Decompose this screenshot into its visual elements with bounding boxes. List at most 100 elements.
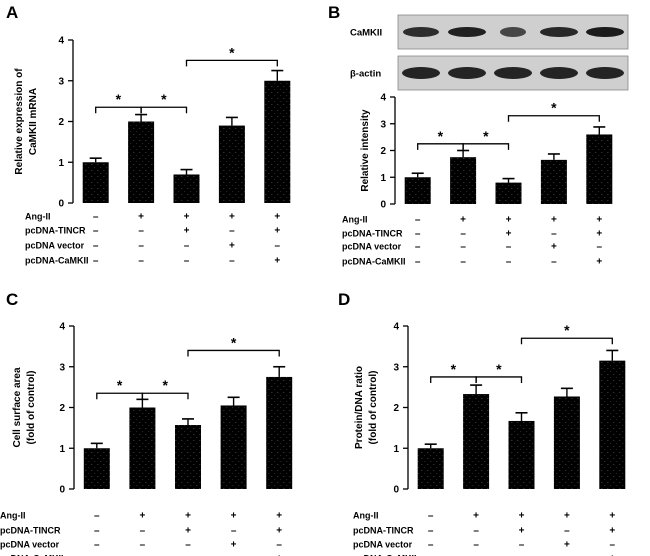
condition-label: pcDNA vector bbox=[25, 241, 85, 251]
condition-sign: + bbox=[276, 526, 282, 537]
bar bbox=[264, 80, 291, 203]
bar bbox=[586, 134, 613, 204]
significance-bracket bbox=[185, 59, 278, 67]
blot-label: CaMKII bbox=[350, 28, 382, 39]
condition-sign: + bbox=[139, 511, 145, 522]
y-tick-label: 2 bbox=[380, 146, 386, 157]
condition-sign: + bbox=[506, 229, 512, 240]
y-axis-title: Relative intensity bbox=[360, 109, 371, 192]
y-axis-title: (fold of control) bbox=[368, 371, 379, 445]
y-tick-label: 0 bbox=[58, 199, 64, 210]
significance-star: * bbox=[116, 91, 122, 107]
bar bbox=[463, 394, 490, 489]
condition-sign: + bbox=[276, 554, 282, 556]
condition-sign: – bbox=[140, 554, 146, 556]
condition-sign: + bbox=[274, 226, 280, 237]
condition-sign: – bbox=[551, 257, 557, 268]
condition-label: pcDNA-CaMKII bbox=[342, 257, 406, 267]
bar bbox=[553, 396, 580, 489]
blot-band bbox=[586, 67, 624, 79]
condition-sign: + bbox=[274, 212, 280, 223]
condition-sign: + bbox=[596, 257, 602, 268]
y-axis-title: Cell surface area bbox=[12, 367, 23, 447]
condition-sign: – bbox=[519, 554, 525, 556]
significance-star: * bbox=[229, 44, 235, 60]
condition-label: pcDNA-TINCR bbox=[353, 526, 414, 536]
significance-star: * bbox=[496, 361, 502, 377]
significance-bracket bbox=[475, 376, 523, 383]
significance-bracket bbox=[462, 143, 510, 150]
condition-sign: + bbox=[231, 511, 237, 522]
blot-band bbox=[540, 67, 578, 79]
panel-letter: C bbox=[6, 290, 18, 309]
significance-star: * bbox=[117, 377, 123, 393]
condition-sign: – bbox=[138, 226, 144, 237]
condition-label: Ang-II bbox=[342, 215, 368, 225]
y-tick-label: 2 bbox=[59, 403, 65, 414]
condition-sign: – bbox=[93, 241, 99, 252]
significance-bracket bbox=[140, 106, 188, 114]
panel-a: A 0 1 2 3 4 Relative expression of CaMKII mRNA *… bbox=[6, 3, 291, 267]
condition-sign: – bbox=[428, 554, 434, 556]
bar bbox=[173, 174, 200, 203]
condition-label: pcDNA-CaMKII bbox=[0, 554, 64, 556]
significance-star: * bbox=[438, 128, 444, 144]
condition-sign: + bbox=[609, 554, 615, 556]
y-tick-label: 2 bbox=[58, 117, 64, 128]
condition-sign: – bbox=[506, 242, 512, 253]
condition-sign: + bbox=[551, 242, 557, 253]
blot-band bbox=[586, 27, 624, 37]
condition-sign: + bbox=[184, 226, 190, 237]
blot-band bbox=[540, 27, 578, 37]
condition-sign: – bbox=[506, 257, 512, 268]
y-tick-label: 0 bbox=[380, 200, 386, 211]
condition-sign: – bbox=[564, 554, 570, 556]
bar bbox=[175, 425, 201, 489]
condition-label: pcDNA vector bbox=[353, 540, 413, 550]
significance-bracket bbox=[95, 106, 142, 114]
significance-star: * bbox=[551, 100, 557, 116]
condition-sign: – bbox=[473, 540, 479, 551]
significance-bracket bbox=[141, 392, 189, 400]
condition-sign: + bbox=[231, 540, 237, 551]
condition-sign: + bbox=[551, 215, 557, 226]
condition-sign: – bbox=[428, 511, 434, 522]
y-tick-label: 1 bbox=[59, 444, 65, 455]
bar bbox=[495, 182, 522, 204]
blot-band bbox=[500, 27, 526, 37]
condition-sign: + bbox=[229, 212, 235, 223]
panel-d: D 0 1 2 3 4 Protein/DNA ratio (fold of control)… bbox=[338, 290, 626, 556]
condition-sign: – bbox=[94, 540, 100, 551]
condition-sign: – bbox=[473, 554, 479, 556]
condition-sign: – bbox=[185, 554, 191, 556]
bar bbox=[266, 376, 293, 489]
bar bbox=[83, 448, 110, 489]
condition-sign: – bbox=[415, 229, 421, 240]
condition-label: Ang-II bbox=[353, 511, 379, 521]
condition-sign: + bbox=[473, 511, 479, 522]
blot-band bbox=[402, 67, 440, 79]
panel-letter: B bbox=[328, 3, 340, 22]
condition-sign: + bbox=[184, 212, 190, 223]
condition-sign: – bbox=[229, 226, 235, 237]
condition-sign: – bbox=[415, 257, 421, 268]
condition-sign: – bbox=[276, 540, 282, 551]
condition-sign: – bbox=[140, 526, 146, 537]
condition-sign: – bbox=[460, 242, 466, 253]
blot-band bbox=[494, 67, 532, 79]
condition-sign: – bbox=[231, 554, 237, 556]
significance-star: * bbox=[564, 322, 570, 338]
western-blot: CaMKII β-actin bbox=[350, 14, 629, 91]
condition-sign: + bbox=[564, 540, 570, 551]
significance-bracket bbox=[520, 337, 613, 345]
condition-sign: – bbox=[610, 540, 616, 551]
condition-sign: – bbox=[428, 526, 434, 537]
condition-sign: – bbox=[229, 256, 235, 267]
significance-star: * bbox=[161, 91, 167, 107]
y-tick-label: 3 bbox=[380, 119, 386, 130]
y-tick-label: 2 bbox=[393, 403, 399, 414]
condition-sign: + bbox=[596, 229, 602, 240]
bar bbox=[450, 157, 477, 204]
panel-letter: D bbox=[338, 290, 350, 309]
